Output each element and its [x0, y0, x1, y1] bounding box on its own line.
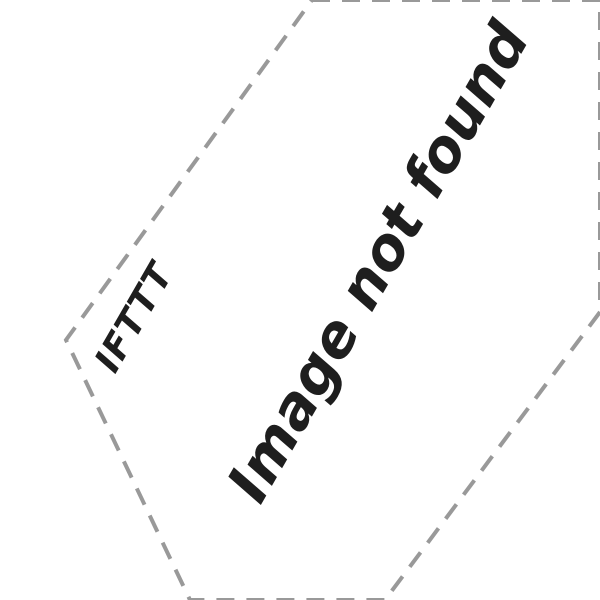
dashed-border	[63, 0, 600, 600]
